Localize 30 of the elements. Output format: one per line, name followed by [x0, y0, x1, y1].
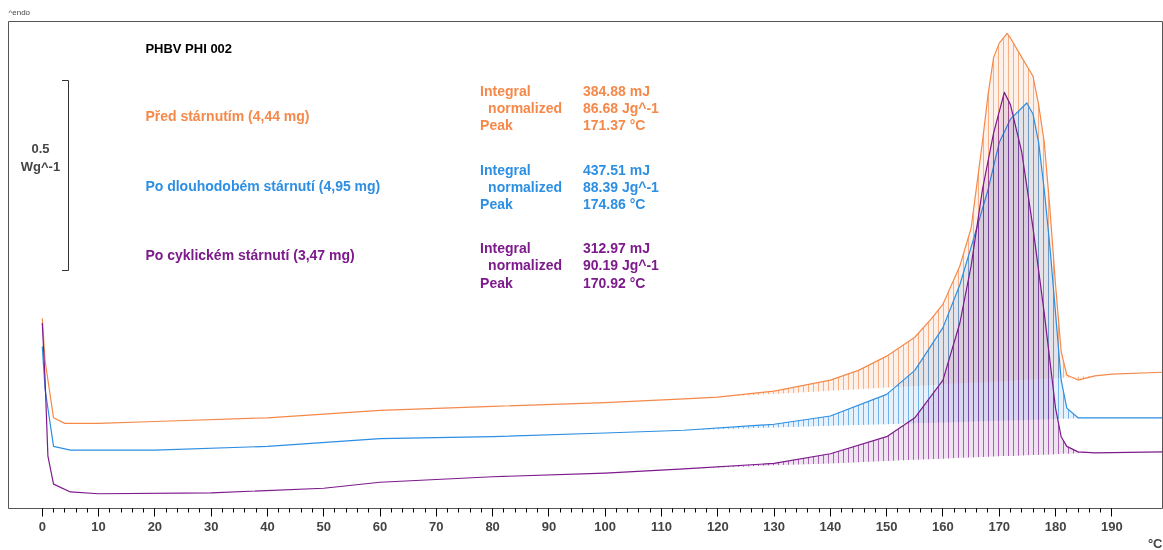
- text: PHBV PHI 002: [145, 40, 233, 56]
- text: Integral 312.97 mJ normalized 90.19 Jg^-1 Peak 170.92 °C: [480, 240, 659, 291]
- x-tick-label: 170: [988, 518, 1011, 534]
- x-tick-label: 140: [819, 518, 842, 534]
- x-tick-label: 60: [372, 518, 388, 534]
- x-tick-label: 180: [1044, 518, 1067, 534]
- x-tick-label: 160: [932, 518, 954, 534]
- x-tick-label: 80: [485, 518, 500, 534]
- text: Integral 437.51 mJ normalized 88.39 Jg^-1 Peak 174.86 °C: [480, 161, 659, 212]
- x-tick-label: 20: [147, 518, 163, 534]
- x-tick-label: 10: [91, 518, 106, 534]
- x-tick-label: 90: [541, 518, 557, 534]
- x-tick-label: 0: [38, 518, 46, 534]
- text: ^endo: [8, 7, 31, 17]
- text: Integral 384.88 mJ normalized 86.68 Jg^-1 Peak 171.37 °C: [480, 82, 659, 133]
- x-axis-title: °C: [1147, 535, 1163, 550]
- x-tick-label: 120: [706, 518, 729, 534]
- x-tick-label: 70: [429, 518, 444, 534]
- x-tick-label: 150: [875, 518, 898, 534]
- annotation: 0.5 Wg^-1: [20, 140, 61, 174]
- x-tick-label: 40: [260, 518, 275, 534]
- x-tick-label: 190: [1100, 518, 1123, 534]
- x-tick-label: 110: [651, 518, 672, 534]
- text: Před stárnutím (4,44 mg): [145, 108, 310, 125]
- x-tick-label: 100: [594, 518, 617, 534]
- x-tick-label: 30: [203, 518, 219, 534]
- x-tick-label: 50: [316, 518, 331, 534]
- text: Po cyklickém stárnutí (3,47 mg): [145, 247, 355, 264]
- x-tick-label: 130: [763, 518, 785, 534]
- text: Po dlouhodobém stárnutí (4,95 mg): [145, 177, 381, 194]
